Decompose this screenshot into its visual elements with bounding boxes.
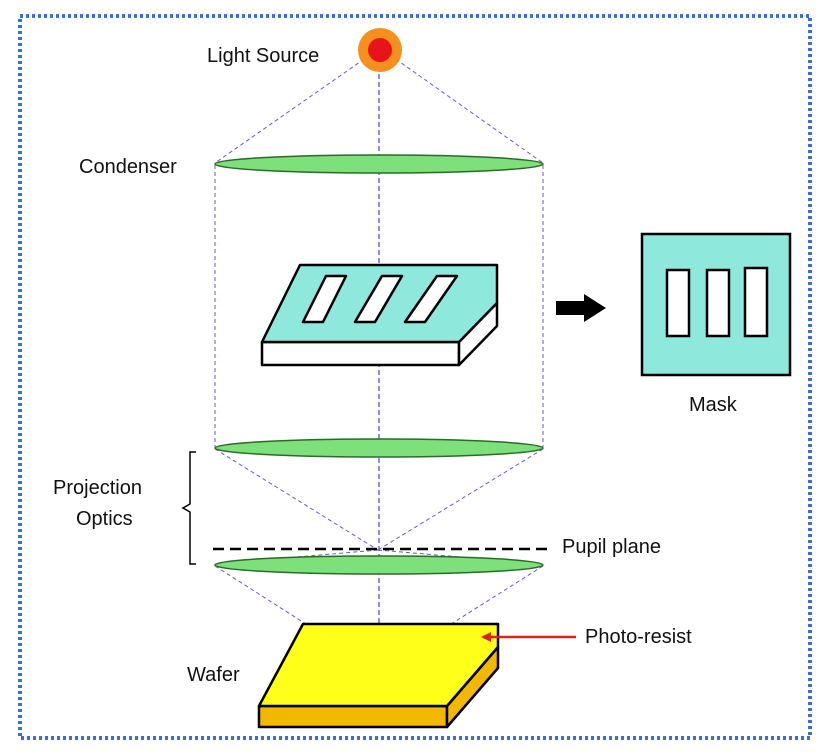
light-source-icon [358, 28, 402, 72]
projection-optics-label-line1: Projection [53, 477, 142, 499]
projection-lens-lower [214, 555, 544, 575]
beam-edges [214, 165, 544, 447]
wafer-label: Wafer [187, 664, 240, 686]
projection-optics-label-line2: Optics [76, 508, 133, 530]
wafer [257, 622, 500, 729]
condenser-label: Condenser [79, 156, 177, 178]
projection-optics-bracket [181, 451, 196, 565]
condenser-lens [214, 154, 544, 174]
mask-label: Mask [689, 394, 738, 416]
light-source-label: Light Source [207, 45, 319, 67]
mask-3d [260, 263, 499, 367]
mask-top-view [640, 232, 792, 377]
pupil-plane-label: Pupil plane [562, 536, 661, 558]
mask-arrow [556, 294, 606, 322]
projection-lens-upper [214, 438, 544, 458]
photo-resist-label: Photo-resist [585, 626, 692, 648]
source-rays [214, 54, 544, 164]
